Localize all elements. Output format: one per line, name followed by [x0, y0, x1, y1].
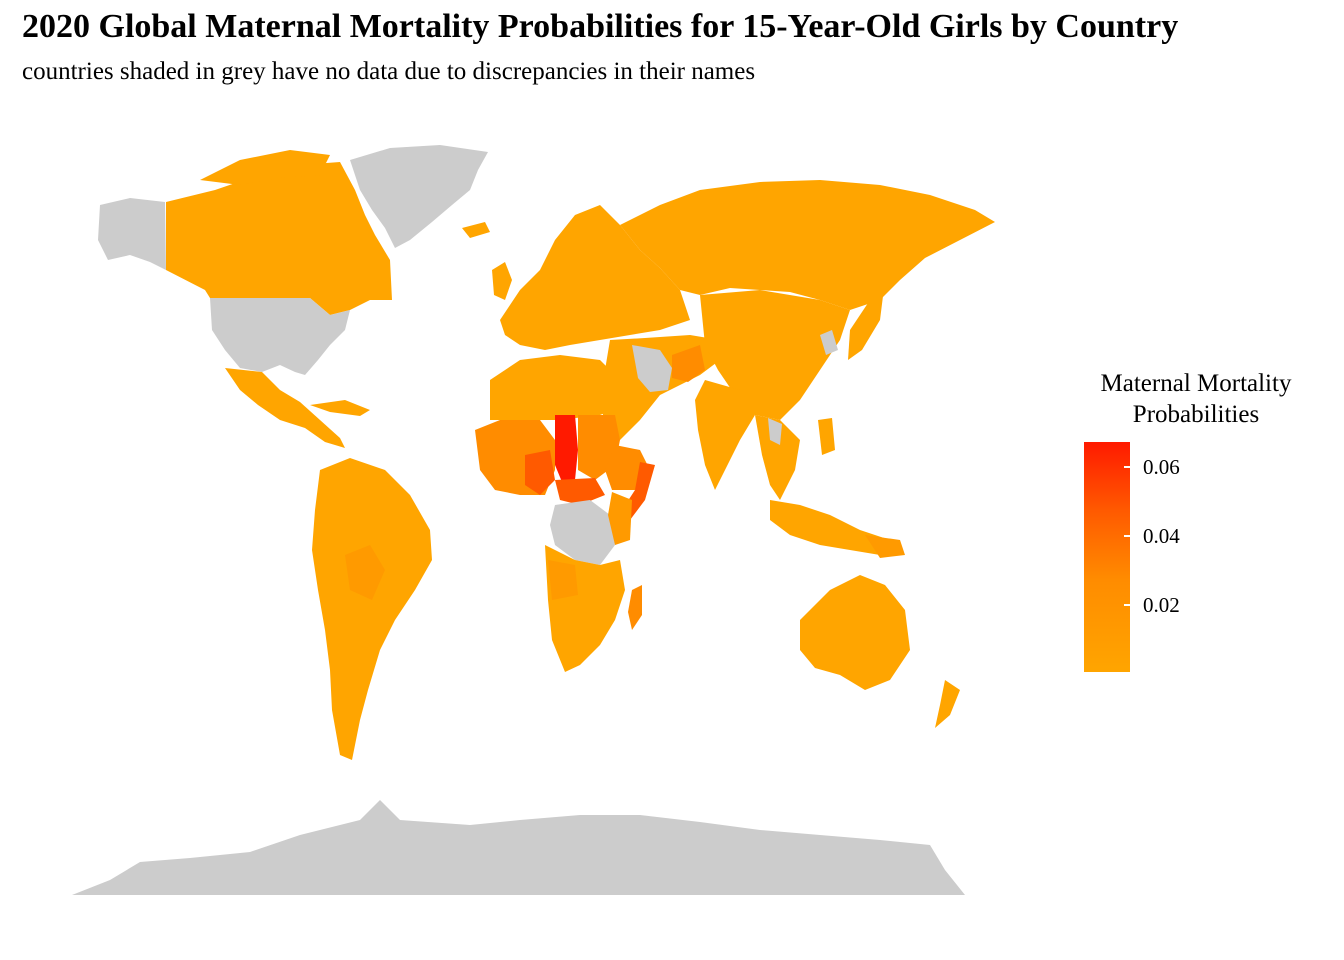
region-antarctica	[72, 800, 965, 895]
region-alaska	[98, 198, 166, 270]
legend-color-bar	[1084, 442, 1130, 672]
region-se-asia	[755, 415, 800, 500]
region-iceland	[462, 222, 490, 238]
region-afghanistan	[672, 345, 705, 382]
region-russia	[620, 180, 995, 310]
region-iran	[632, 345, 672, 392]
region-angola-shade	[548, 560, 578, 600]
region-south-america	[312, 458, 432, 760]
region-north-africa	[490, 355, 625, 420]
legend-title: Maternal Mortality Probabilities	[1062, 368, 1330, 430]
legend-tick-mark	[1124, 604, 1130, 606]
region-south-america-shade	[345, 545, 385, 600]
region-canada-islands	[200, 150, 330, 185]
region-europe	[500, 205, 690, 350]
legend-tick-mark	[1124, 535, 1130, 537]
region-east-africa-shade	[608, 492, 632, 545]
region-uk	[492, 262, 512, 300]
region-india	[695, 380, 755, 490]
region-china	[700, 290, 850, 420]
region-japan	[848, 280, 885, 360]
region-canada	[166, 162, 392, 315]
region-png	[865, 535, 905, 558]
region-mexico	[225, 368, 345, 448]
region-chad	[555, 415, 578, 482]
region-usa	[210, 298, 350, 375]
legend-title-line2: Probabilities	[1132, 401, 1260, 428]
legend-tick-label: 0.06	[1143, 455, 1180, 479]
region-caribbean	[310, 400, 370, 416]
map-subtitle: countries shaded in grey have no data du…	[22, 58, 756, 85]
region-indonesia	[770, 500, 890, 555]
map-title: 2020 Global Maternal Mortality Probabili…	[22, 8, 1179, 45]
region-australia	[800, 575, 910, 690]
legend-tick-mark	[1124, 466, 1130, 468]
region-philippines	[818, 418, 835, 455]
region-greenland	[350, 145, 488, 248]
region-south-sudan-car	[555, 478, 605, 505]
region-korea-nodata	[820, 330, 838, 355]
region-madagascar	[628, 585, 642, 630]
legend-title-line1: Maternal Mortality	[1100, 370, 1292, 397]
legend-tick-label: 0.02	[1143, 593, 1180, 617]
region-new-zealand	[935, 680, 960, 728]
region-laos-nodata	[768, 418, 782, 445]
region-drc	[550, 500, 615, 565]
legend-tick-label: 0.04	[1143, 524, 1180, 548]
region-nigeria	[525, 450, 555, 495]
